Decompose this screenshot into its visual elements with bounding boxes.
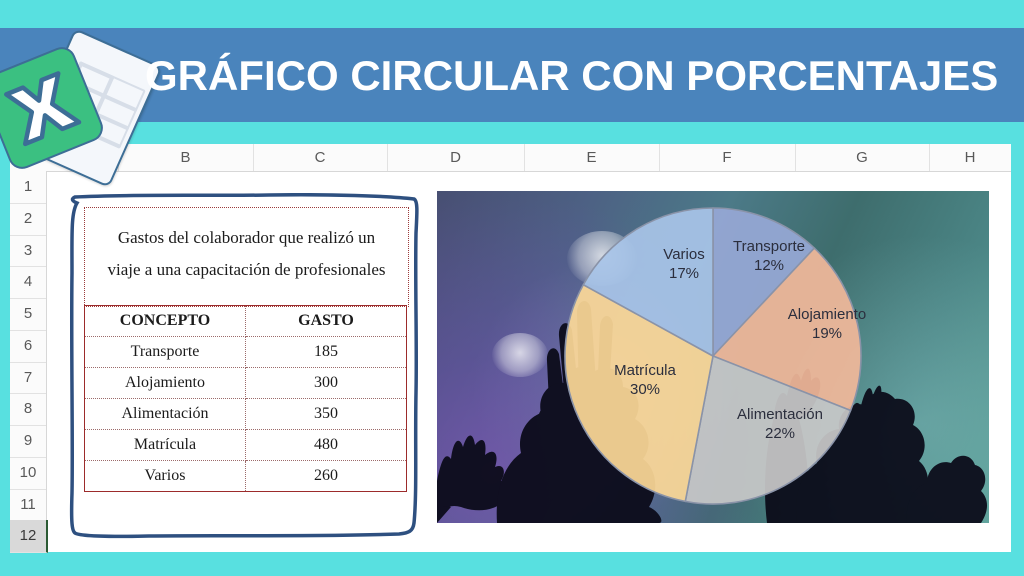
svg-text:19%: 19% [812,325,842,342]
svg-text:22%: 22% [765,425,795,442]
svg-text:Matrícula: Matrícula [614,362,676,379]
svg-text:30%: 30% [630,381,660,398]
svg-text:Alojamiento: Alojamiento [788,306,866,323]
svg-text:Transporte: Transporte [733,238,805,255]
svg-text:Varios: Varios [663,246,704,263]
svg-text:12%: 12% [754,257,784,274]
svg-text:17%: 17% [669,265,699,282]
svg-text:Alimentación: Alimentación [737,406,823,423]
